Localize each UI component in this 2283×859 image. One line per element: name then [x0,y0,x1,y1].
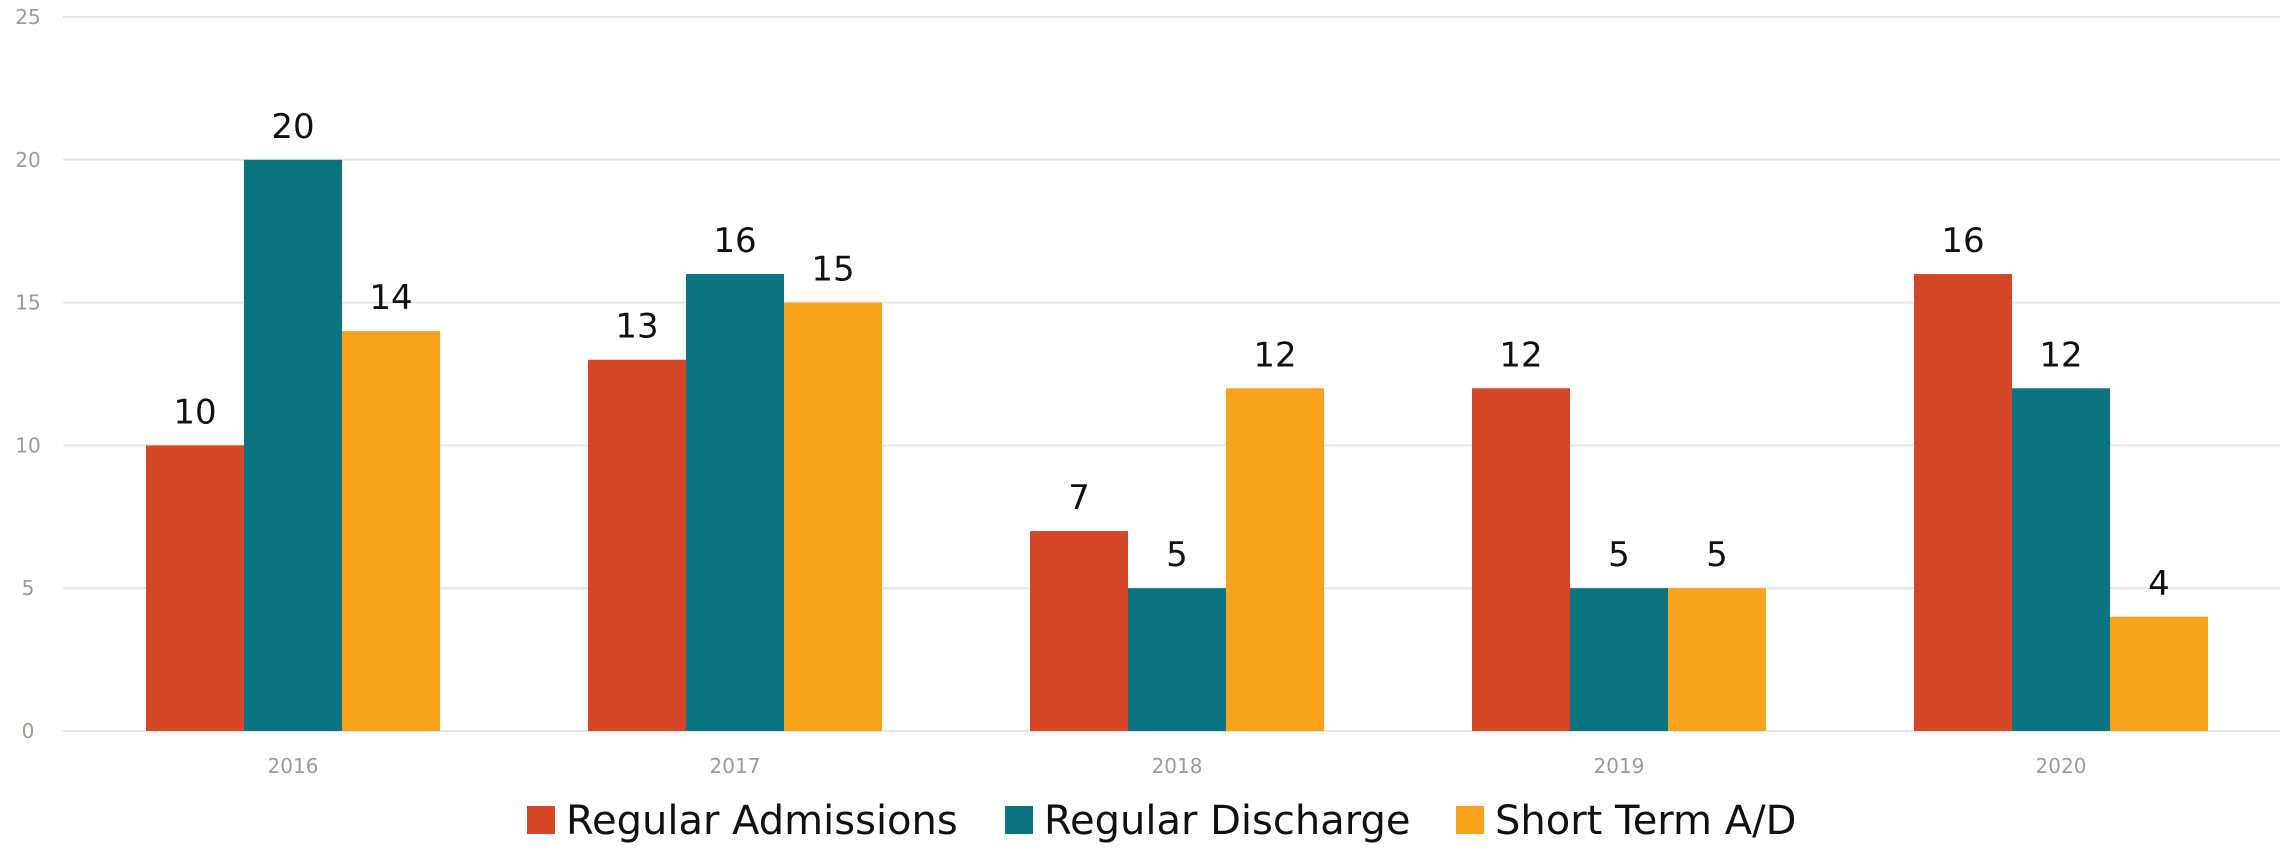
y-tick-label: 25 [15,5,40,29]
legend-label: Regular Admissions [566,798,958,844]
data-label: 4 [2148,564,2170,604]
x-tick-label: 2019 [1594,754,1645,778]
bars [146,159,2208,732]
data-labels: 10 20 14 13 16 15 7 5 12 12 5 5 16 12 4 [173,107,2169,604]
data-label: 5 [1706,535,1728,575]
data-label: 16 [1941,221,1984,261]
data-label: 13 [615,307,658,347]
y-axis-ticks: 0 5 10 15 20 25 [15,5,40,743]
bar-regular-discharge-2018[interactable] [1128,588,1226,731]
data-label: 15 [811,250,854,290]
y-tick-label: 0 [22,719,35,743]
bar-short-term-a-d-2020[interactable] [2110,616,2208,731]
x-tick-label: 2017 [710,754,761,778]
data-label: 16 [713,221,756,261]
y-tick-label: 15 [15,291,40,315]
legend-swatch [1005,806,1033,834]
x-tick-label: 2020 [2036,754,2087,778]
data-label: 10 [173,392,216,432]
y-tick-label: 20 [15,148,40,172]
data-label: 5 [1166,535,1188,575]
legend-label: Short Term A/D [1495,798,1796,844]
bar-regular-admissions-2018[interactable] [1030,531,1128,731]
bar-short-term-a-d-2017[interactable] [784,302,882,731]
x-axis-ticks: 2016 2017 2018 2019 2020 [268,754,2087,778]
bar-regular-admissions-2017[interactable] [588,359,686,731]
legend-swatch [527,806,555,834]
bar-regular-admissions-2020[interactable] [1914,274,2012,731]
data-label: 20 [271,107,314,147]
legend-swatch [1456,806,1484,834]
legend[interactable]: Regular Admissions Regular Discharge Short… [527,798,1796,844]
x-tick-label: 2018 [1152,754,1203,778]
legend-item-short-term-a-d[interactable]: Short Term A/D [1456,798,1796,844]
bar-regular-discharge-2017[interactable] [686,274,784,731]
bar-regular-discharge-2020[interactable] [2012,388,2110,731]
bar-regular-admissions-2016[interactable] [146,445,244,731]
bar-short-term-a-d-2019[interactable] [1668,588,1766,731]
data-label: 12 [2039,335,2082,375]
data-label: 14 [369,278,412,318]
bar-short-term-a-d-2018[interactable] [1226,388,1324,731]
bar-short-term-a-d-2016[interactable] [342,331,440,731]
bar-regular-admissions-2019[interactable] [1472,388,1570,731]
bar-regular-discharge-2016[interactable] [244,159,342,732]
legend-item-regular-admissions[interactable]: Regular Admissions [527,798,958,844]
data-label: 12 [1253,335,1296,375]
y-tick-label: 5 [22,576,35,600]
bar-regular-discharge-2019[interactable] [1570,588,1668,731]
data-label: 12 [1499,335,1542,375]
data-label: 7 [1068,478,1090,518]
legend-label: Regular Discharge [1044,798,1410,844]
data-label: 5 [1608,535,1630,575]
y-tick-label: 10 [15,433,40,457]
legend-item-regular-discharge[interactable]: Regular Discharge [1005,798,1410,844]
x-tick-label: 2016 [268,754,319,778]
